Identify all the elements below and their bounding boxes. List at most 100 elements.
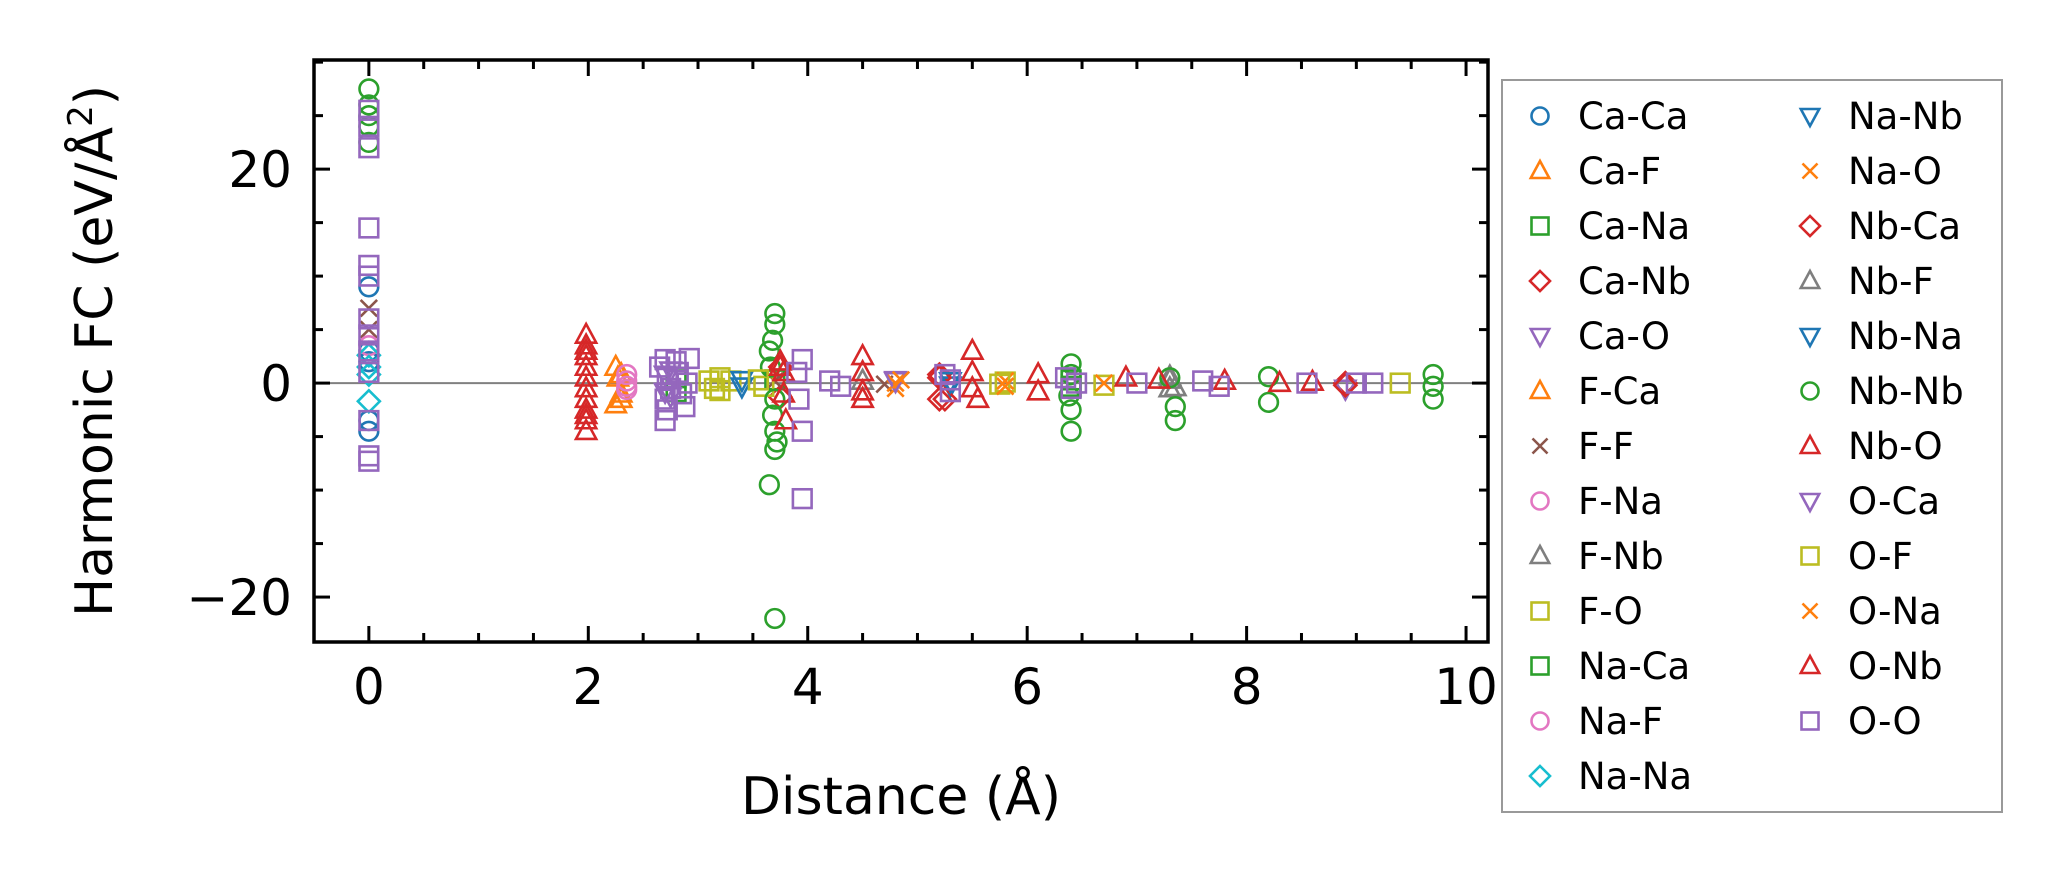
series-o-o	[358, 99, 1384, 510]
data-point	[761, 329, 784, 351]
legend-label: Na-F	[1578, 700, 1663, 743]
data-point	[1422, 363, 1444, 386]
data-point	[753, 375, 775, 397]
legend-item: O-Nb	[1798, 645, 1943, 688]
data-point	[996, 377, 1015, 396]
data-point	[850, 385, 875, 409]
legend-item: O-F	[1800, 535, 1913, 578]
legend-marker	[1528, 764, 1552, 788]
data-point	[358, 217, 380, 239]
data-point	[358, 351, 380, 373]
y-axis-label-main: Harmonic FC (eV/Å	[63, 126, 125, 617]
data-point	[676, 372, 698, 394]
legend-item: Ca-Nb	[1528, 260, 1691, 303]
data-point	[1060, 377, 1082, 400]
data-point	[616, 375, 638, 397]
legend-marker	[1530, 106, 1550, 126]
legend-marker	[1798, 653, 1822, 675]
data-point	[616, 370, 638, 392]
legend-marker	[1531, 437, 1549, 455]
data-point	[573, 401, 599, 425]
legend-marker	[1798, 107, 1822, 129]
data-point	[573, 406, 599, 430]
data-point	[747, 369, 770, 391]
x-tick-label: 0	[353, 658, 385, 716]
data-point	[1257, 391, 1280, 414]
data-point	[1422, 388, 1444, 410]
x-tick-label: 10	[1434, 658, 1498, 716]
data-point	[358, 409, 380, 432]
data-point	[1025, 377, 1051, 401]
data-point	[1060, 420, 1082, 442]
legend-item: Na-Ca	[1530, 645, 1690, 688]
legend-item: Na-Nb	[1798, 95, 1963, 138]
data-point	[358, 265, 380, 287]
legend-item: Ca-Ca	[1530, 95, 1688, 138]
x-tick-label: 4	[792, 658, 824, 716]
legend-box	[1501, 79, 2003, 813]
legend-marker	[1801, 162, 1819, 180]
legend-marker	[1798, 268, 1822, 290]
data-point	[654, 409, 676, 432]
y-tick-label: −20	[186, 569, 292, 627]
data-point	[603, 390, 629, 414]
data-point	[709, 367, 731, 389]
data-point	[764, 438, 786, 461]
legend-marker	[1528, 158, 1552, 180]
legend-label: Nb-Ca	[1848, 205, 1961, 248]
axis-ticks	[312, 60, 1488, 642]
legend-label: Na-Ca	[1578, 645, 1690, 688]
data-point	[1164, 409, 1186, 432]
data-point	[670, 383, 693, 405]
data-point	[764, 302, 786, 325]
data-point	[608, 385, 634, 409]
legend-marker	[1798, 214, 1822, 238]
legend-marker	[1800, 711, 1820, 731]
data-point	[1162, 373, 1188, 397]
data-point	[773, 406, 799, 430]
legend-label: Nb-Na	[1848, 315, 1963, 358]
data-point	[678, 347, 700, 370]
data-point	[768, 353, 793, 377]
data-point	[359, 299, 379, 318]
legend-label: Na-O	[1848, 150, 1942, 193]
y-axis-label-superscript: 2	[61, 105, 101, 127]
data-point	[764, 313, 786, 335]
legend-label: Ca-O	[1578, 315, 1670, 358]
x-tick-label: 8	[1231, 658, 1263, 716]
x-axis-label: Distance (Å)	[741, 765, 1061, 827]
data-point	[1362, 372, 1384, 394]
legend-label: O-F	[1848, 535, 1913, 578]
y-axis-label: Harmonic FC (eV/Å2)	[61, 85, 125, 617]
data-point	[819, 370, 841, 392]
legend-item: O-O	[1800, 700, 1922, 743]
series-o-nb	[573, 337, 985, 425]
data-point	[850, 377, 875, 401]
legend-item: F-Ca	[1528, 370, 1661, 413]
legend-item: O-Ca	[1798, 480, 1940, 523]
legend-marker	[1798, 433, 1822, 455]
data-point	[358, 99, 380, 121]
data-point	[886, 373, 905, 393]
legend-item: F-Na	[1530, 480, 1663, 523]
data-point	[960, 374, 985, 398]
legend-item: Nb-F	[1798, 260, 1934, 303]
data-point	[358, 254, 380, 277]
data-point	[358, 340, 380, 362]
data-point	[1146, 366, 1172, 389]
data-point	[1060, 399, 1082, 421]
legend-item: Nb-Na	[1798, 315, 1963, 358]
legend-marker	[1530, 601, 1550, 621]
data-point	[891, 370, 911, 390]
data-point	[358, 276, 380, 298]
data-point	[729, 377, 755, 401]
y-tick-label: 0	[260, 355, 292, 413]
y-tick-label: 20	[228, 141, 292, 199]
legend-label: Ca-Nb	[1578, 260, 1691, 303]
data-point	[965, 385, 991, 409]
legend-label: Nb-O	[1848, 425, 1943, 468]
legend-marker	[1801, 602, 1819, 620]
data-point	[358, 420, 380, 442]
legend-item: Na-O	[1801, 150, 1942, 193]
